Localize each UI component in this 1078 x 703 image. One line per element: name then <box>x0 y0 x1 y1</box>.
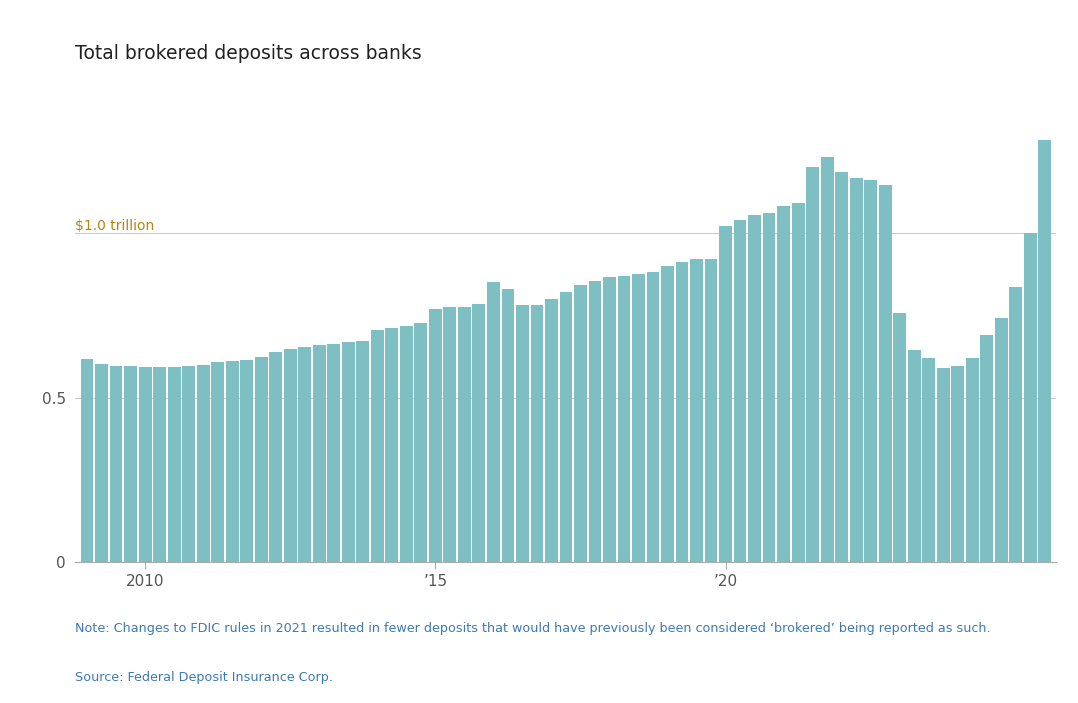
Bar <box>1024 233 1037 562</box>
Bar <box>719 226 732 562</box>
Bar <box>690 259 703 562</box>
Bar <box>139 367 152 562</box>
Bar <box>168 367 180 562</box>
Bar <box>284 349 296 562</box>
Bar <box>371 330 384 562</box>
Bar <box>1009 287 1022 562</box>
Bar <box>110 366 123 562</box>
Bar <box>530 305 543 562</box>
Bar <box>908 350 921 562</box>
Bar <box>879 185 892 562</box>
Bar <box>865 180 877 562</box>
Bar <box>705 259 718 562</box>
Bar <box>618 276 631 562</box>
Bar <box>791 203 804 562</box>
Bar <box>240 361 253 562</box>
Bar <box>575 285 586 562</box>
Bar <box>894 314 907 562</box>
Bar <box>748 214 761 562</box>
Text: $1.0 trillion: $1.0 trillion <box>75 219 160 233</box>
Bar <box>124 366 137 562</box>
Bar <box>487 282 500 562</box>
Bar <box>661 266 674 562</box>
Bar <box>516 305 529 562</box>
Bar <box>211 362 224 562</box>
Bar <box>603 277 616 562</box>
Bar <box>923 358 935 562</box>
Bar <box>270 352 282 562</box>
Bar <box>328 344 341 562</box>
Bar <box>342 342 355 562</box>
Bar <box>676 262 689 562</box>
Text: Source: Federal Deposit Insurance Corp.: Source: Federal Deposit Insurance Corp. <box>75 671 333 684</box>
Bar <box>937 368 950 562</box>
Bar <box>400 325 413 562</box>
Bar <box>952 366 964 562</box>
Bar <box>225 361 238 562</box>
Bar <box>835 172 848 562</box>
Bar <box>197 365 209 562</box>
Bar <box>734 219 746 562</box>
Bar <box>806 167 819 562</box>
Bar <box>647 272 660 562</box>
Bar <box>414 323 427 562</box>
Bar <box>472 304 485 562</box>
Bar <box>966 358 979 562</box>
Bar <box>820 157 833 562</box>
Bar <box>849 179 862 562</box>
Bar <box>182 366 195 562</box>
Bar <box>763 213 775 562</box>
Bar <box>254 357 267 562</box>
Bar <box>443 307 456 562</box>
Bar <box>559 292 572 562</box>
Bar <box>357 341 369 562</box>
Bar <box>313 344 326 562</box>
Bar <box>458 307 471 562</box>
Bar <box>632 274 645 562</box>
Bar <box>386 328 398 562</box>
Bar <box>777 207 790 562</box>
Bar <box>589 280 602 562</box>
Text: Total brokered deposits across banks: Total brokered deposits across banks <box>75 44 423 63</box>
Bar <box>153 367 166 562</box>
Text: Note: Changes to FDIC rules in 2021 resulted in fewer deposits that would have p: Note: Changes to FDIC rules in 2021 resu… <box>75 622 991 635</box>
Bar <box>1038 141 1051 562</box>
Bar <box>980 335 993 562</box>
Bar <box>995 318 1008 562</box>
Bar <box>299 347 312 562</box>
Bar <box>545 299 557 562</box>
Bar <box>429 309 442 562</box>
Bar <box>95 364 108 562</box>
Bar <box>501 289 514 562</box>
Bar <box>81 359 94 562</box>
